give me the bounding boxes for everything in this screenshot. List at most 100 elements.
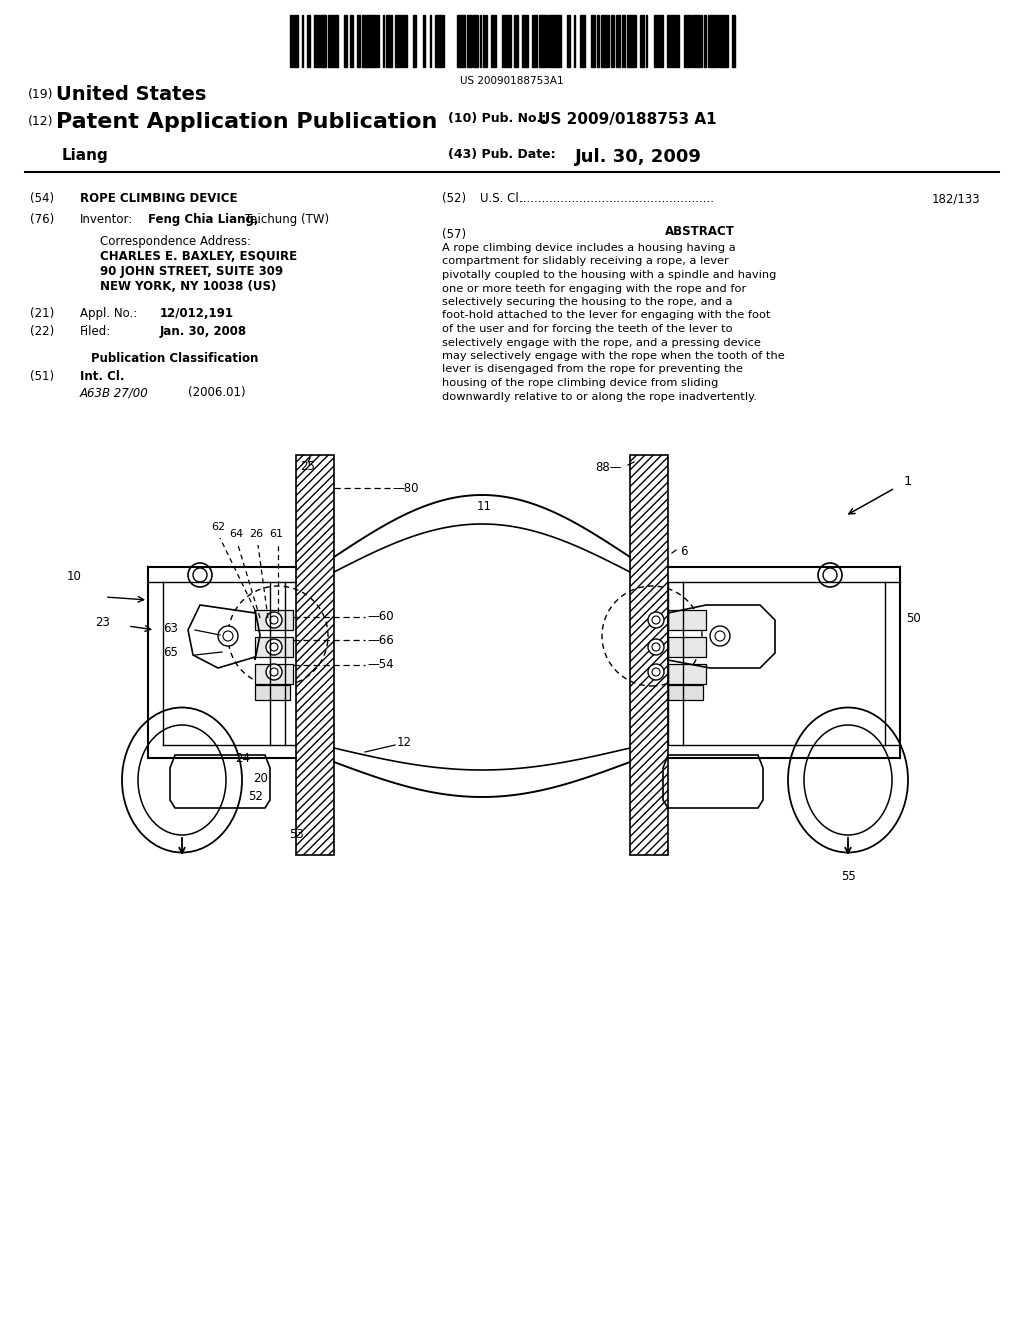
Bar <box>255 685 290 700</box>
Bar <box>457 15 461 67</box>
Text: 23: 23 <box>95 616 110 630</box>
Bar <box>398 15 401 67</box>
Text: ROPE CLIMBING DEVICE: ROPE CLIMBING DEVICE <box>80 191 238 205</box>
Text: (43) Pub. Date:: (43) Pub. Date: <box>449 148 556 161</box>
Bar <box>351 15 353 67</box>
Bar <box>601 15 605 67</box>
Bar <box>505 15 508 67</box>
Text: —80: —80 <box>392 482 419 495</box>
Bar <box>524 15 528 67</box>
Text: Jul. 30, 2009: Jul. 30, 2009 <box>575 148 701 166</box>
Text: compartment for slidably receiving a rope, a lever: compartment for slidably receiving a rop… <box>442 256 729 267</box>
Bar <box>307 15 309 67</box>
Circle shape <box>710 626 730 645</box>
Bar <box>605 15 607 67</box>
Text: (57): (57) <box>442 228 466 242</box>
Text: 10: 10 <box>68 570 82 583</box>
Bar <box>668 685 703 700</box>
Bar <box>473 15 475 67</box>
Text: 6: 6 <box>680 545 687 558</box>
Text: 12: 12 <box>397 737 412 750</box>
Bar <box>255 638 293 657</box>
Bar <box>435 15 437 67</box>
Bar <box>364 15 367 67</box>
Text: Jan. 30, 2008: Jan. 30, 2008 <box>160 325 247 338</box>
Text: downwardly relative to or along the rope inadvertently.: downwardly relative to or along the rope… <box>442 392 757 401</box>
Text: Correspondence Address:: Correspondence Address: <box>100 235 251 248</box>
Bar <box>694 15 697 67</box>
Text: 65: 65 <box>163 647 178 660</box>
Text: (22): (22) <box>30 325 54 338</box>
Bar <box>462 15 465 67</box>
Text: 63: 63 <box>163 622 178 635</box>
Bar <box>494 15 496 67</box>
Text: 12/012,191: 12/012,191 <box>160 308 234 319</box>
Bar <box>710 15 713 67</box>
Bar <box>672 15 675 67</box>
Bar <box>668 638 706 657</box>
Bar <box>623 15 625 67</box>
Bar <box>395 15 398 67</box>
Text: housing of the rope climbing device from sliding: housing of the rope climbing device from… <box>442 378 719 388</box>
Text: 182/133: 182/133 <box>932 191 980 205</box>
Text: United States: United States <box>56 84 207 104</box>
Text: Int. Cl.: Int. Cl. <box>80 370 125 383</box>
Bar <box>551 15 554 67</box>
Bar <box>634 15 636 67</box>
Bar <box>439 15 441 67</box>
Bar <box>556 15 559 67</box>
Text: Filed:: Filed: <box>80 325 112 338</box>
Bar <box>492 15 494 67</box>
Text: 62: 62 <box>211 521 225 532</box>
Text: (51): (51) <box>30 370 54 383</box>
Bar <box>296 455 334 855</box>
Circle shape <box>648 612 664 628</box>
Circle shape <box>648 639 664 655</box>
Circle shape <box>266 612 282 628</box>
Bar <box>559 15 561 67</box>
Bar <box>386 15 390 67</box>
Bar <box>413 15 415 67</box>
Text: lever is disengaged from the rope for preventing the: lever is disengaged from the rope for pr… <box>442 364 742 375</box>
Text: 90 JOHN STREET, SUITE 309: 90 JOHN STREET, SUITE 309 <box>100 265 283 279</box>
Bar <box>485 15 487 67</box>
Bar <box>685 15 689 67</box>
Bar <box>475 15 478 67</box>
Text: foot-hold attached to the lever for engaging with the foot: foot-hold attached to the lever for enga… <box>442 310 770 321</box>
Circle shape <box>266 639 282 655</box>
Bar <box>592 15 595 67</box>
Text: 88—: 88— <box>596 461 622 474</box>
Text: ....................................................: ........................................… <box>520 191 715 205</box>
Bar <box>545 15 547 67</box>
Text: 61: 61 <box>269 529 283 539</box>
Text: U.S. Cl.: U.S. Cl. <box>480 191 522 205</box>
Text: US 20090188753A1: US 20090188753A1 <box>460 77 564 86</box>
Text: one or more teeth for engaging with the rope and for: one or more teeth for engaging with the … <box>442 284 746 293</box>
Text: 53: 53 <box>290 828 304 841</box>
Text: 1: 1 <box>904 475 912 488</box>
Bar <box>583 15 585 67</box>
Bar <box>336 15 338 67</box>
Bar <box>611 15 614 67</box>
Text: Appl. No.:: Appl. No.: <box>80 308 137 319</box>
Text: Liang: Liang <box>62 148 109 162</box>
Bar <box>291 15 293 67</box>
Text: 20: 20 <box>253 771 268 784</box>
Bar <box>676 15 678 67</box>
Bar <box>508 15 510 67</box>
Bar <box>423 15 425 67</box>
Bar <box>713 15 717 67</box>
Text: ABSTRACT: ABSTRACT <box>665 224 735 238</box>
Text: —54: —54 <box>367 659 393 672</box>
Text: Patent Application Publication: Patent Application Publication <box>56 112 437 132</box>
Bar <box>514 15 518 67</box>
Bar <box>548 15 551 67</box>
Text: —66: —66 <box>367 634 394 647</box>
Circle shape <box>266 664 282 680</box>
Bar <box>655 15 657 67</box>
Text: pivotally coupled to the housing with a spindle and having: pivotally coupled to the housing with a … <box>442 271 776 280</box>
Text: (10) Pub. No.:: (10) Pub. No.: <box>449 112 546 125</box>
Text: 11: 11 <box>476 500 492 513</box>
Bar <box>362 15 364 67</box>
Text: CHARLES E. BAXLEY, ESQUIRE: CHARLES E. BAXLEY, ESQUIRE <box>100 249 297 263</box>
